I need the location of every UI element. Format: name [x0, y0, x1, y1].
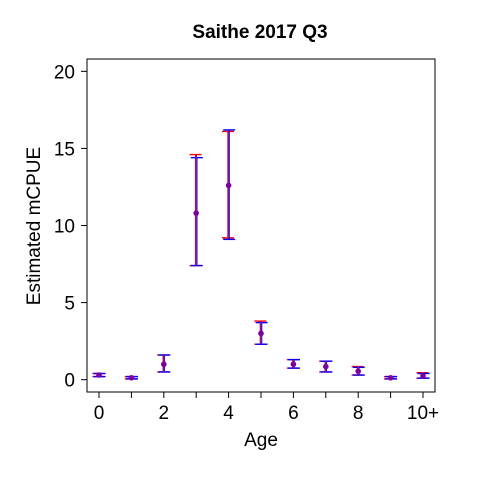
y-tick-label-0: 0 [64, 371, 75, 392]
point-0 [96, 372, 102, 378]
x-tick-label-0: 0 [94, 403, 105, 424]
x-tick-label-6: 6 [288, 403, 299, 424]
x-tick-label-2: 2 [159, 403, 170, 424]
marks-layer [92, 129, 430, 381]
x-tick-label-10+: 10+ [407, 403, 439, 424]
point-4 [225, 182, 232, 189]
x-axis-label: Age [244, 430, 278, 451]
point-5 [258, 330, 264, 337]
x-tick-label-8: 8 [353, 403, 364, 424]
point-6 [290, 361, 297, 368]
y-tick-label-20: 20 [54, 62, 75, 83]
chart-title: Saithe 2017 Q3 [192, 22, 327, 43]
y-axis-label: Estimated mCPUE [24, 147, 45, 305]
point-10+ [420, 373, 426, 379]
point-3 [193, 210, 199, 216]
y-tick-label-5: 5 [64, 294, 75, 315]
point-9 [387, 375, 394, 381]
y-tick-label-15: 15 [54, 139, 75, 160]
y-tick-label-10: 10 [54, 217, 75, 238]
point-1 [128, 375, 135, 381]
point-2 [161, 361, 167, 368]
axes-layer: 0 5 10 15 20 0 2 4 6 8 10+ [54, 62, 439, 424]
point-8 [355, 368, 362, 374]
x-tick-label-4: 4 [223, 403, 234, 424]
point-7 [323, 363, 329, 370]
